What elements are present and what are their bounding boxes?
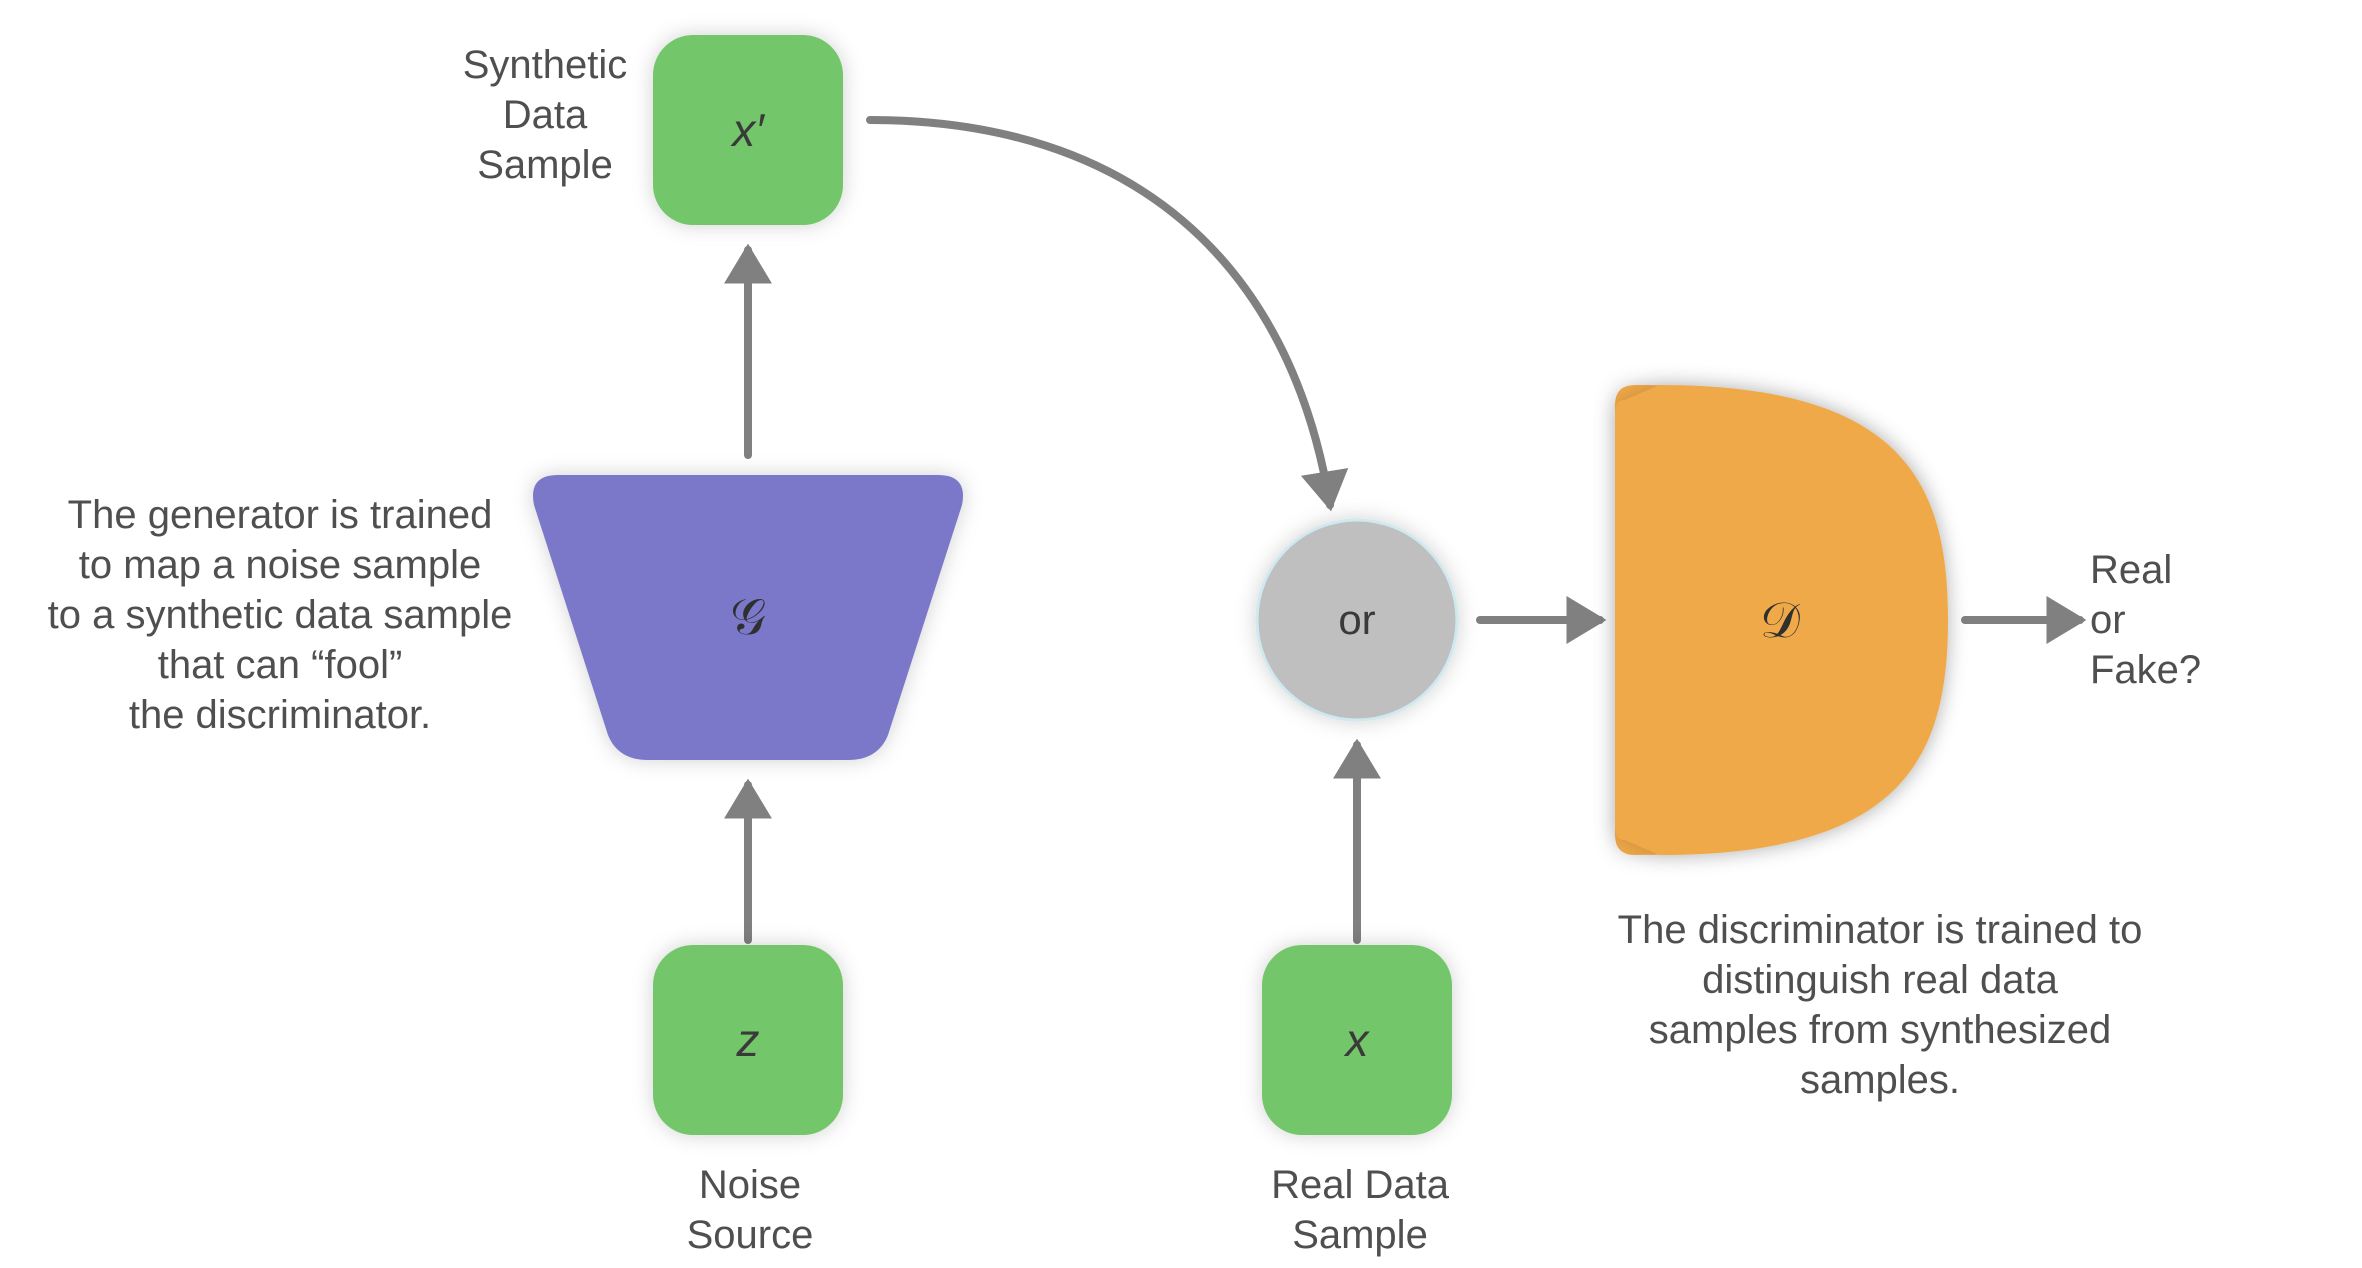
node-xprime-label: x′: [653, 35, 843, 225]
label-real-data-sample: Real Data Sample: [1210, 1160, 1510, 1260]
label-synthetic-data-sample: Synthetic Data Sample: [430, 40, 660, 190]
gan-diagram: z x x′ 𝒢 or 𝒟 Synthetic Data Sample The …: [0, 0, 2362, 1268]
node-generator-label: 𝒢: [528, 475, 968, 760]
label-output-real-or-fake: Real or Fake?: [2090, 545, 2340, 695]
node-z-label: z: [653, 945, 843, 1135]
label-discriminator-description: The discriminator is trained to distingu…: [1530, 905, 2230, 1105]
edge-xprime-to-or: [870, 120, 1330, 505]
node-x-label: x: [1262, 945, 1452, 1135]
label-noise-source: Noise Source: [625, 1160, 875, 1260]
node-or-label: or: [1257, 520, 1457, 720]
label-generator-description: The generator is trained to map a noise …: [35, 490, 525, 740]
node-discriminator-label: 𝒟: [1615, 500, 1945, 740]
